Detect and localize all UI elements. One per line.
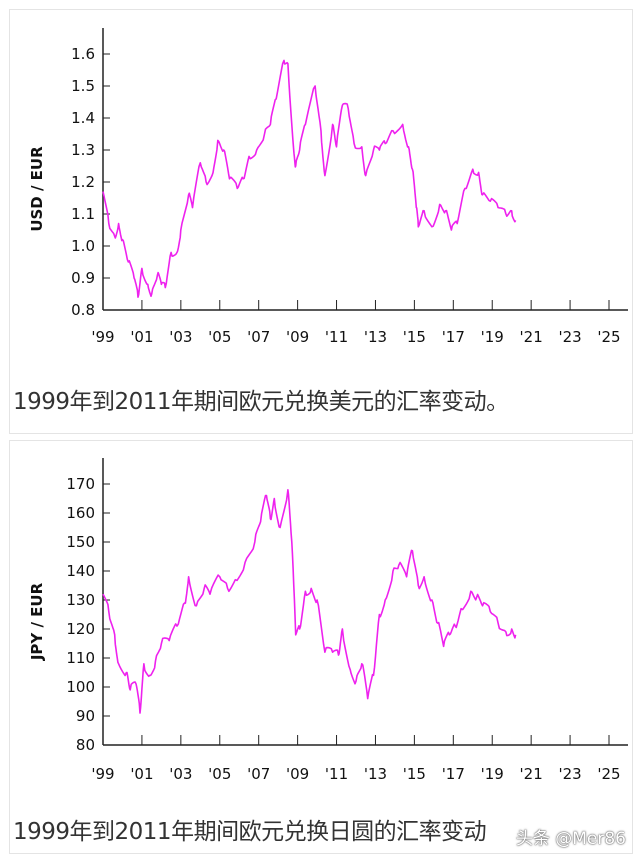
usd-x-tick-label: '05 <box>208 328 231 346</box>
watermark: 头条 @Mer86 <box>515 829 626 849</box>
jpy-x-tick-label: '23 <box>558 765 581 783</box>
jpy-x-tick-label: '09 <box>286 765 309 783</box>
jpy-x-tick-label: '19 <box>481 765 504 783</box>
usd-y-tick-label: 1.0 <box>71 237 95 255</box>
usd-y-tick-label: 1.3 <box>71 141 95 159</box>
jpy-x-tick-label: '03 <box>169 765 192 783</box>
jpy-x-tick-label: '01 <box>130 765 153 783</box>
usd-y-tick-label: 1.1 <box>71 205 95 223</box>
usd-x-tick-label: '99 <box>91 328 114 346</box>
jpy-x-tick-label: '21 <box>520 765 543 783</box>
jpy-x-tick-label: '05 <box>208 765 231 783</box>
jpy-y-axis-title: JPY / EUR <box>28 582 46 661</box>
usd-y-axis-title: USD / EUR <box>28 146 46 232</box>
jpy-y-tick-label: 140 <box>66 562 95 580</box>
usd-x-tick-label: '07 <box>247 328 270 346</box>
usd-x-tick-label: '25 <box>597 328 620 346</box>
jpy-eur-chart-panel <box>9 440 633 854</box>
caption-usd-eur: 1999年到2011年期间欧元兑换美元的汇率变动。 <box>13 389 509 415</box>
jpy-y-tick-label: 170 <box>66 475 95 493</box>
usd-x-tick-label: '09 <box>286 328 309 346</box>
jpy-y-tick-label: 90 <box>76 707 95 725</box>
jpy-x-tick-label: '17 <box>442 765 465 783</box>
usd-y-tick-label: 1.6 <box>71 45 95 63</box>
usd-y-tick-label: 1.5 <box>71 77 95 95</box>
usd-x-tick-label: '17 <box>442 328 465 346</box>
usd-y-tick-label: 1.2 <box>71 173 95 191</box>
jpy-x-tick-label: '15 <box>403 765 426 783</box>
usd-y-tick-label: 0.9 <box>71 269 95 287</box>
usd-x-tick-label: '15 <box>403 328 426 346</box>
jpy-y-tick-label: 150 <box>66 533 95 551</box>
usd-x-tick-label: '03 <box>169 328 192 346</box>
usd-series-line <box>102 59 517 299</box>
jpy-y-tick-label: 110 <box>66 649 95 667</box>
caption-jpy-eur: 1999年到2011年期间欧元兑换日圆的汇率变动 <box>13 819 487 845</box>
usd-y-tick-label: 0.8 <box>71 301 95 319</box>
usd-x-tick-label: '13 <box>364 328 387 346</box>
jpy-y-tick-label: 80 <box>76 736 95 754</box>
jpy-series-line <box>102 488 517 714</box>
jpy-y-tick-label: 130 <box>66 591 95 609</box>
jpy-y-tick-label: 100 <box>66 678 95 696</box>
usd-x-tick-label: '23 <box>558 328 581 346</box>
jpy-y-tick-label: 120 <box>66 620 95 638</box>
usd-x-tick-label: '01 <box>130 328 153 346</box>
usd-x-tick-label: '11 <box>325 328 348 346</box>
jpy-x-tick-label: '13 <box>364 765 387 783</box>
jpy-x-tick-label: '99 <box>91 765 114 783</box>
jpy-x-tick-label: '25 <box>597 765 620 783</box>
jpy-x-tick-label: '07 <box>247 765 270 783</box>
usd-x-tick-label: '19 <box>481 328 504 346</box>
jpy-x-tick-label: '11 <box>325 765 348 783</box>
usd-eur-chart-panel <box>9 9 633 434</box>
usd-y-tick-label: 1.4 <box>71 109 95 127</box>
usd-x-tick-label: '21 <box>520 328 543 346</box>
jpy-y-tick-label: 160 <box>66 504 95 522</box>
